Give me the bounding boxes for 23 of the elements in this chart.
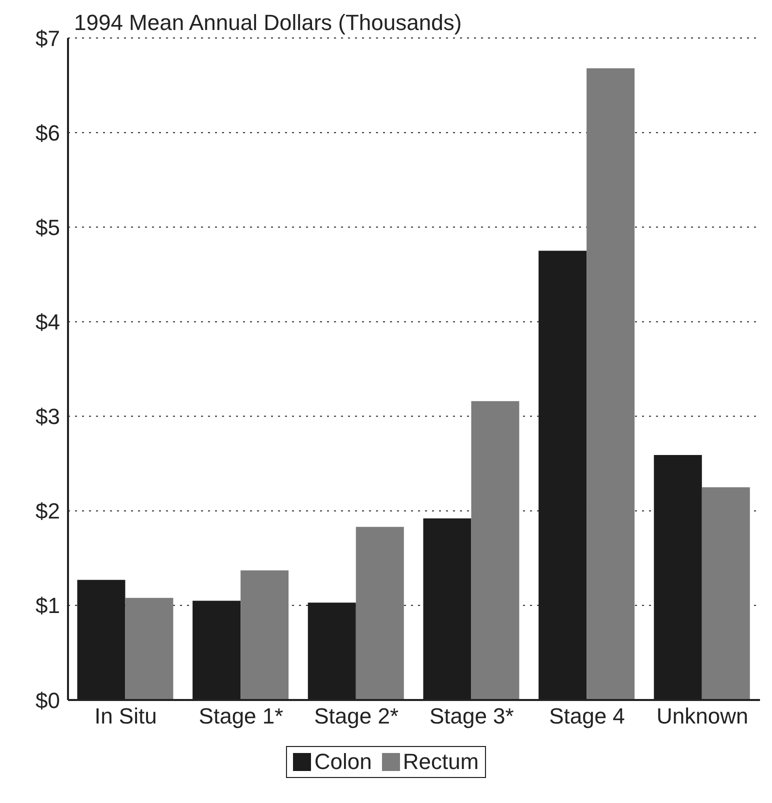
legend-label: Colon <box>313 749 372 775</box>
bar <box>240 570 289 700</box>
legend-label: Rectum <box>402 749 479 775</box>
y-tick-label: $4 <box>36 310 60 335</box>
y-tick-label: $7 <box>36 26 60 51</box>
chart-title: 1994 Mean Annual Dollars (Thousands) <box>74 10 462 36</box>
x-tick-label: Stage 1* <box>198 704 284 729</box>
y-tick-label: $5 <box>36 214 60 240</box>
y-tick-label: $6 <box>36 120 60 146</box>
bar <box>586 68 635 700</box>
bar <box>356 526 404 700</box>
bar <box>702 487 750 700</box>
y-tick-label: $3 <box>36 404 60 430</box>
x-tick-label: In Situ <box>94 704 157 729</box>
y-tick-label: $1 <box>36 593 60 618</box>
bar <box>125 598 174 700</box>
x-tick-label: Stage 2* <box>314 704 399 729</box>
bar <box>471 401 520 700</box>
x-tick-label: Unknown <box>656 704 748 729</box>
y-tick-label: $2 <box>36 498 60 524</box>
x-tick-label: Stage 3* <box>429 704 514 729</box>
x-tick-label: Stage 4 <box>549 704 625 729</box>
y-tick-label: $0 <box>36 688 60 713</box>
